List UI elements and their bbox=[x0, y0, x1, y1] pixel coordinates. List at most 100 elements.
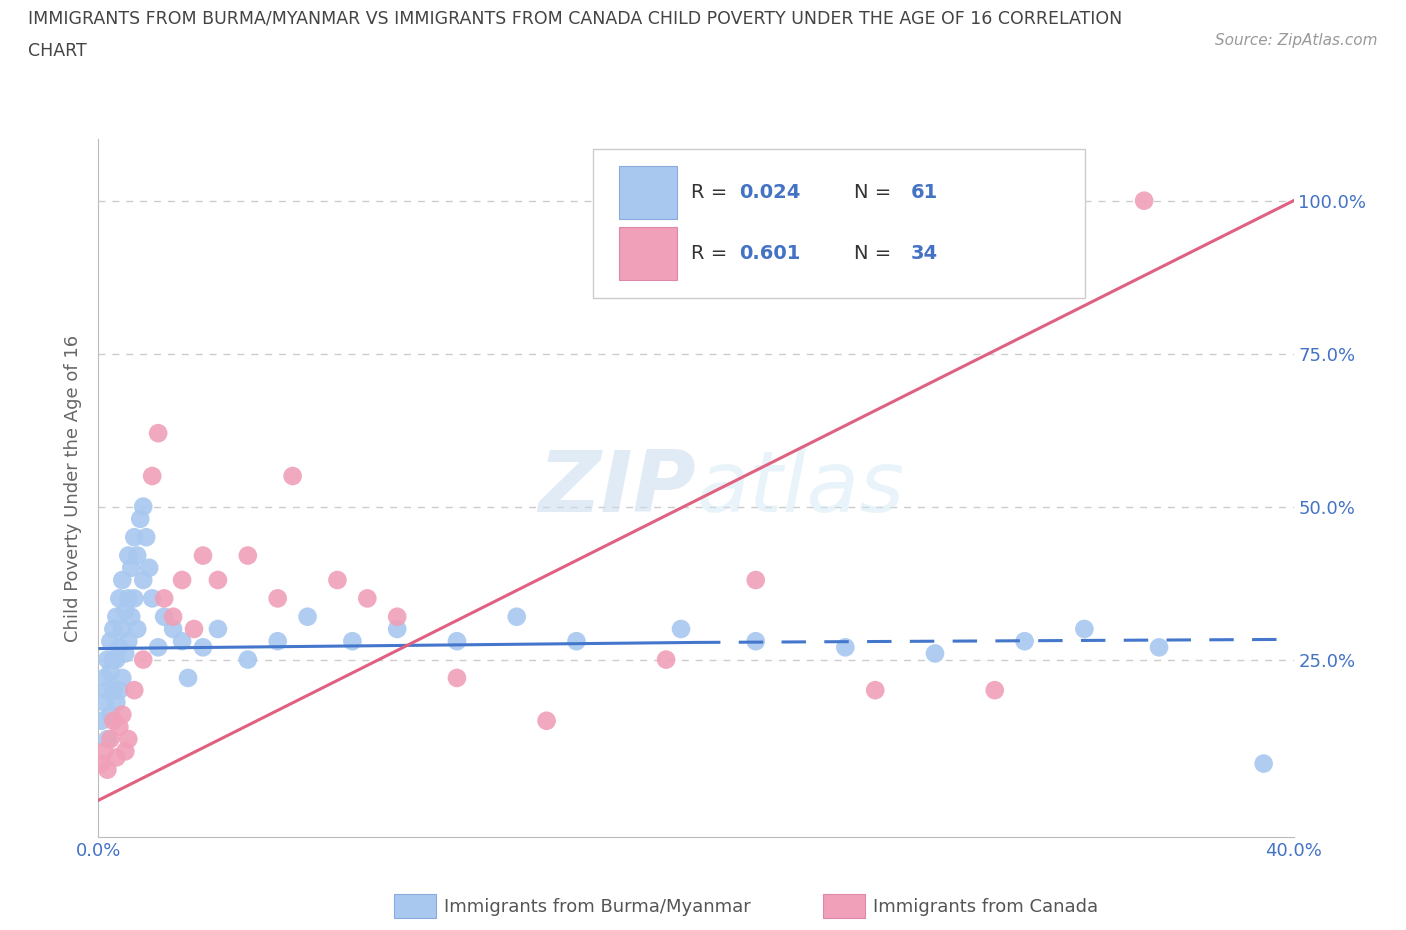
Point bbox=[96, 732, 118, 747]
Point bbox=[153, 591, 176, 605]
Point bbox=[135, 530, 157, 545]
Point bbox=[153, 609, 176, 624]
Point bbox=[120, 561, 142, 576]
Point bbox=[90, 713, 112, 728]
Point bbox=[93, 671, 115, 685]
Point bbox=[132, 573, 155, 588]
Point bbox=[124, 591, 146, 605]
Point bbox=[207, 573, 229, 588]
Point bbox=[191, 548, 214, 563]
Point bbox=[565, 633, 588, 648]
Point bbox=[100, 732, 122, 747]
Point bbox=[506, 609, 529, 624]
Point bbox=[111, 707, 134, 722]
Point bbox=[100, 633, 122, 648]
Point bbox=[1133, 193, 1156, 208]
Point bbox=[93, 695, 115, 710]
Point bbox=[105, 750, 128, 764]
Point bbox=[236, 548, 259, 563]
Point bbox=[984, 683, 1007, 698]
Text: IMMIGRANTS FROM BURMA/MYANMAR VS IMMIGRANTS FROM CANADA CHILD POVERTY UNDER THE : IMMIGRANTS FROM BURMA/MYANMAR VS IMMIGRA… bbox=[28, 9, 1122, 27]
Point bbox=[108, 720, 131, 735]
Text: Immigrants from Canada: Immigrants from Canada bbox=[873, 897, 1098, 916]
Point bbox=[124, 683, 146, 698]
Text: atlas: atlas bbox=[696, 446, 904, 530]
Point bbox=[297, 609, 319, 624]
Point bbox=[124, 530, 146, 545]
Point bbox=[103, 621, 125, 636]
Point bbox=[103, 713, 125, 728]
Point bbox=[105, 609, 128, 624]
Point bbox=[1073, 621, 1095, 636]
Point bbox=[117, 591, 139, 605]
Point bbox=[1014, 633, 1036, 648]
Text: 34: 34 bbox=[911, 245, 938, 263]
Point bbox=[191, 640, 214, 655]
Point bbox=[326, 573, 349, 588]
Point bbox=[924, 646, 946, 661]
Point bbox=[111, 621, 134, 636]
Point bbox=[108, 683, 131, 698]
Point bbox=[172, 573, 194, 588]
Point bbox=[132, 499, 155, 514]
Point bbox=[141, 591, 163, 605]
Point bbox=[356, 591, 378, 605]
Point bbox=[105, 652, 128, 667]
Text: CHART: CHART bbox=[28, 42, 87, 60]
Point bbox=[267, 633, 290, 648]
Point bbox=[342, 633, 364, 648]
Point bbox=[114, 604, 136, 618]
Point bbox=[111, 573, 134, 588]
Text: N =: N = bbox=[853, 183, 897, 202]
Point bbox=[162, 621, 184, 636]
Point bbox=[108, 640, 131, 655]
Point bbox=[1147, 640, 1170, 655]
Point bbox=[138, 561, 160, 576]
Point bbox=[536, 713, 558, 728]
Point bbox=[148, 426, 170, 441]
Point bbox=[117, 633, 139, 648]
Point bbox=[834, 640, 856, 655]
Point bbox=[162, 609, 184, 624]
Point bbox=[148, 640, 170, 655]
Text: 61: 61 bbox=[911, 183, 938, 202]
Point bbox=[93, 744, 115, 759]
Point bbox=[100, 707, 122, 722]
Point bbox=[1043, 242, 1066, 257]
Point bbox=[96, 763, 118, 777]
Point bbox=[114, 646, 136, 661]
Point bbox=[446, 633, 468, 648]
Text: R =: R = bbox=[692, 183, 734, 202]
Point bbox=[127, 621, 149, 636]
Point bbox=[655, 652, 678, 667]
Point bbox=[207, 621, 229, 636]
Point bbox=[745, 573, 768, 588]
Point bbox=[267, 591, 290, 605]
Point bbox=[865, 683, 887, 698]
Point bbox=[129, 512, 152, 526]
Point bbox=[120, 609, 142, 624]
Point bbox=[385, 609, 409, 624]
Point bbox=[281, 469, 304, 484]
Point bbox=[108, 591, 131, 605]
Point bbox=[141, 469, 163, 484]
Point bbox=[114, 744, 136, 759]
Text: Immigrants from Burma/Myanmar: Immigrants from Burma/Myanmar bbox=[444, 897, 751, 916]
Point bbox=[90, 756, 112, 771]
Point bbox=[236, 652, 259, 667]
Point bbox=[183, 621, 205, 636]
Text: Source: ZipAtlas.com: Source: ZipAtlas.com bbox=[1215, 33, 1378, 47]
Point bbox=[103, 683, 125, 698]
Text: 0.024: 0.024 bbox=[740, 183, 800, 202]
Y-axis label: Child Poverty Under the Age of 16: Child Poverty Under the Age of 16 bbox=[65, 335, 83, 642]
Point bbox=[127, 548, 149, 563]
Text: 0.601: 0.601 bbox=[740, 245, 800, 263]
Text: R =: R = bbox=[692, 245, 734, 263]
Text: N =: N = bbox=[853, 245, 897, 263]
Point bbox=[385, 621, 409, 636]
Point bbox=[745, 633, 768, 648]
Text: ZIP: ZIP bbox=[538, 446, 696, 530]
Point bbox=[96, 683, 118, 698]
Point bbox=[117, 732, 139, 747]
Point bbox=[177, 671, 200, 685]
